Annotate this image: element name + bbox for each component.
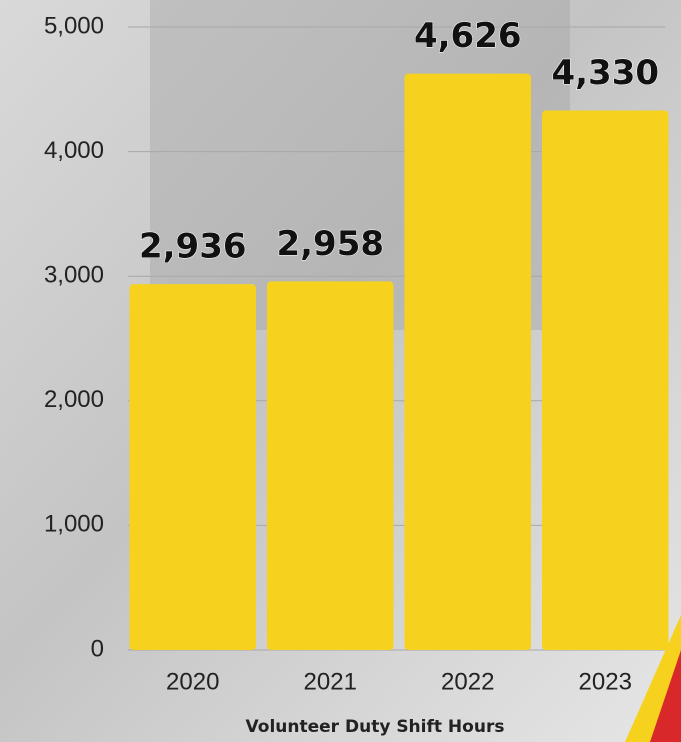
axis-title: Volunteer Duty Shift Hours xyxy=(246,717,505,737)
bar xyxy=(267,281,394,650)
value-label: 2,936 xyxy=(139,227,247,267)
value-label: 4,626 xyxy=(414,16,522,56)
y-tick-label: 4,000 xyxy=(44,137,104,164)
bar xyxy=(404,73,531,650)
y-tick-label: 2,000 xyxy=(44,386,104,413)
bar xyxy=(129,284,256,650)
x-tick-label: 2023 xyxy=(579,668,632,695)
y-tick-label: 0 xyxy=(91,635,104,662)
y-tick-label: 1,000 xyxy=(44,511,104,538)
value-label: 2,958 xyxy=(276,224,384,264)
x-tick-label: 2022 xyxy=(441,668,494,695)
bar xyxy=(542,110,669,651)
decor-stripe xyxy=(650,650,681,742)
x-tick-label: 2021 xyxy=(304,668,357,695)
value-label: 4,330 xyxy=(551,53,659,93)
x-tick-label: 2020 xyxy=(166,668,219,695)
y-tick-label: 5,000 xyxy=(44,12,104,39)
y-tick-label: 3,000 xyxy=(44,262,104,289)
